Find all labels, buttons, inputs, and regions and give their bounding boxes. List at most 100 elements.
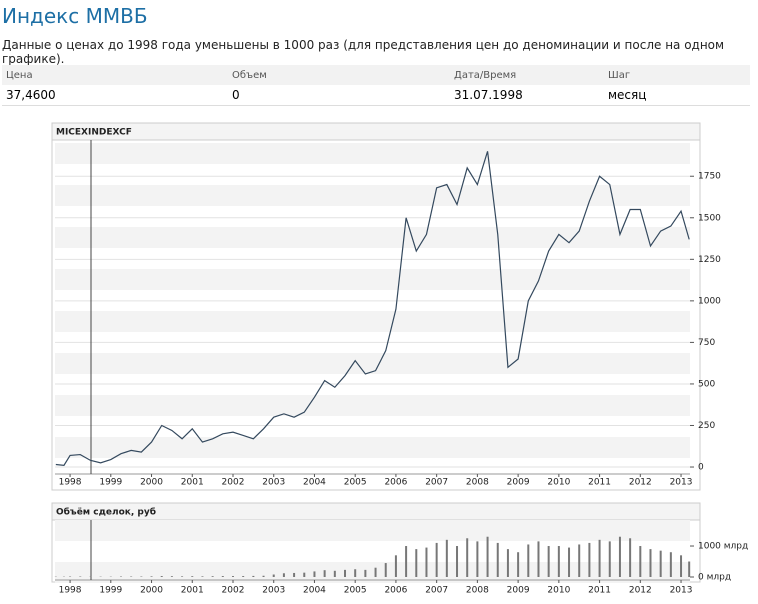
- cell: месяц: [604, 85, 750, 106]
- volume-bar: [415, 549, 418, 577]
- volume-bar: [211, 576, 214, 577]
- title: Индекс ММВБ: [2, 4, 148, 28]
- x-tick-label: 2006: [384, 478, 407, 488]
- stripe: [55, 227, 690, 248]
- cell: 31.07.1998: [450, 85, 604, 106]
- volume-bar: [262, 575, 265, 577]
- subtitle: Данные о ценах до 1998 года уменьшены в …: [2, 38, 725, 66]
- volume-bar: [688, 561, 691, 577]
- volume-bar: [303, 572, 306, 577]
- volume-bar: [242, 576, 245, 577]
- x-tick-label: 2003: [262, 478, 285, 488]
- volume-bar: [394, 555, 397, 577]
- volume-bar: [425, 547, 428, 577]
- x-tick-label: 2008: [466, 586, 489, 596]
- y-tick-label: 1500: [698, 213, 721, 223]
- volume-bar: [374, 567, 377, 577]
- volume-bar: [384, 563, 387, 577]
- x-tick-label: 2004: [303, 586, 326, 596]
- info-table: Цена Объем Дата/Время Шаг 37,4600 0 31.07.199…: [2, 65, 750, 106]
- stripe: [55, 185, 690, 206]
- y-tick-label: 0: [698, 463, 704, 473]
- volume-bar: [333, 570, 336, 577]
- volume-bar: [588, 542, 591, 577]
- volume-bar: [486, 536, 489, 577]
- stripe: [55, 353, 690, 374]
- x-tick-label: 1999: [99, 478, 122, 488]
- y-tick-label: 750: [698, 338, 715, 348]
- volume-bar: [578, 544, 581, 577]
- volume-bar: [537, 541, 540, 577]
- stripe: [55, 269, 690, 290]
- cell: 37,4600: [2, 85, 228, 106]
- volume-bar: [456, 546, 459, 577]
- y-tick-label: 500: [698, 379, 715, 389]
- stripe: [55, 143, 690, 164]
- col-header: Объем: [228, 65, 450, 85]
- x-tick-label: 2001: [181, 478, 204, 488]
- volume-bar: [313, 571, 316, 577]
- volume-bar: [680, 555, 683, 577]
- volume-bar: [506, 549, 509, 577]
- x-tick-label: 2010: [547, 586, 570, 596]
- stripe: [55, 562, 690, 583]
- x-tick-label: 2008: [466, 478, 489, 488]
- x-tick-label: 2011: [588, 586, 611, 596]
- chart-title: MICEXINDEXCF: [56, 128, 132, 138]
- x-tick-label: 2004: [303, 478, 326, 488]
- x-tick-label: 2007: [425, 586, 448, 596]
- volume-bar: [323, 570, 326, 577]
- volume-bar: [354, 569, 357, 577]
- x-tick-label: 2012: [629, 586, 652, 596]
- x-tick-label: 2013: [670, 478, 693, 488]
- stripe: [55, 311, 690, 332]
- x-tick-label: 2003: [262, 586, 285, 596]
- x-tick-label: 2002: [222, 586, 245, 596]
- volume-bar: [282, 573, 285, 577]
- x-tick-label: 2005: [344, 586, 367, 596]
- volume-bar: [150, 576, 153, 577]
- x-tick-label: 2009: [507, 478, 530, 488]
- volume-bar: [618, 536, 621, 577]
- volume-bar: [252, 575, 255, 577]
- index-line: [55, 151, 690, 466]
- x-tick-label: 2002: [222, 478, 245, 488]
- x-tick-label: 2013: [670, 586, 693, 596]
- volume-bar: [517, 552, 520, 577]
- volume-bar: [568, 547, 571, 577]
- volume-bar: [170, 576, 173, 577]
- volume-bar: [231, 576, 234, 577]
- volume-bar: [659, 550, 662, 577]
- volume-bar: [547, 546, 550, 577]
- x-tick-label: 2005: [344, 478, 367, 488]
- volume-bar: [557, 546, 560, 577]
- volume-bar: [476, 541, 479, 577]
- volume-bar: [527, 544, 530, 577]
- x-tick-label: 1999: [99, 586, 122, 596]
- volume-bar: [272, 574, 275, 577]
- x-tick-label: 2010: [547, 478, 570, 488]
- chart-header: [51, 122, 701, 141]
- volume-bar: [201, 576, 204, 577]
- cell: 0: [228, 85, 450, 106]
- volume-bar: [466, 538, 469, 577]
- volume-bar: [496, 542, 499, 577]
- y-tick-label: 0 млрд: [698, 572, 731, 582]
- volume-bar: [669, 552, 672, 577]
- x-tick-label: 2000: [140, 586, 163, 596]
- volume-bar: [364, 569, 367, 577]
- stripe: [55, 395, 690, 416]
- y-tick-label: 1000: [698, 296, 721, 306]
- x-tick-label: 2001: [181, 586, 204, 596]
- y-tick-label: 1750: [698, 172, 721, 182]
- volume-bar: [405, 546, 408, 577]
- y-tick-label: 1000 млрд: [698, 542, 748, 552]
- col-header: Цена: [2, 65, 228, 85]
- col-header: Шаг: [604, 65, 750, 85]
- x-tick-label: 1998: [59, 478, 82, 488]
- x-tick-label: 2006: [384, 586, 407, 596]
- x-tick-label: 2000: [140, 478, 163, 488]
- stripe: [55, 520, 690, 541]
- x-tick-label: 2009: [507, 586, 530, 596]
